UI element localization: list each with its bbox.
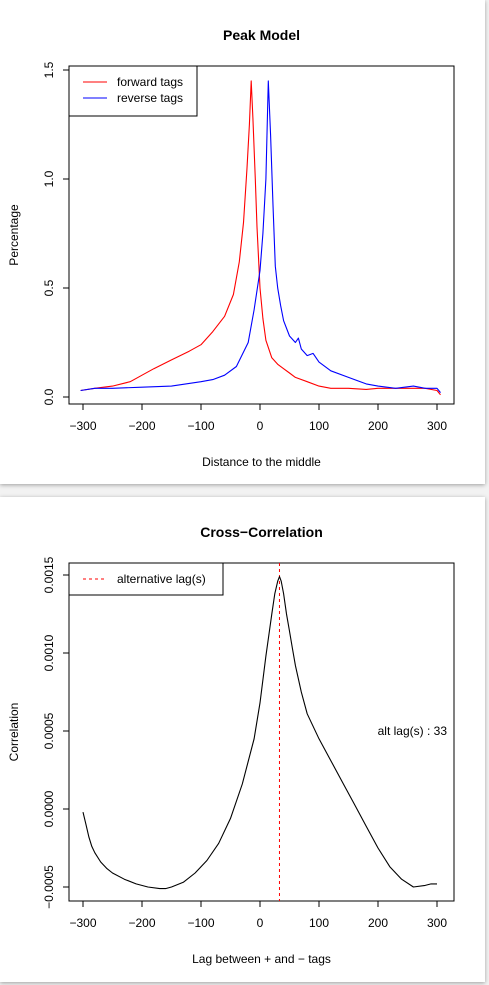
y-axis-label: Percentage [7, 204, 21, 266]
y-tick-label: 0.0000 [42, 790, 56, 827]
legend-box [68, 65, 198, 117]
x-tick-label: −200 [128, 916, 155, 930]
x-tick-label: 300 [427, 916, 447, 930]
y-tick-label: 0.0 [42, 388, 56, 405]
cross-correlation-chart: Cross−Correlation Lag between + and − tag… [7, 524, 455, 966]
x-tick-label: 300 [427, 419, 447, 433]
legend-label-1: reverse tags [117, 91, 183, 105]
y-tick-label: 0.5 [42, 279, 56, 296]
x-tick-label: 0 [257, 419, 264, 433]
peak-model-chart: Peak Model Distance to the middle Percenta… [7, 27, 455, 469]
cross-correlation-panel: Cross−Correlation Lag between + and − tag… [0, 497, 485, 982]
y-tick-label: 1.0 [42, 170, 56, 187]
x-tick-label: −300 [69, 916, 96, 930]
plot-frame [68, 65, 455, 405]
x-tick-label: −200 [128, 419, 155, 433]
x-axis-label: Lag between + and − tags [192, 952, 331, 966]
series-line-0 [80, 80, 441, 396]
x-tick-label: 200 [368, 916, 388, 930]
x-axis-label: Distance to the middle [202, 455, 321, 469]
legend-box [68, 562, 224, 596]
y-tick-label: 0.0010 [42, 634, 56, 671]
series-line-1 [80, 80, 441, 393]
y-axis-label: Correlation [7, 703, 21, 762]
chart-title: Cross−Correlation [200, 524, 323, 540]
legend-label-0: alternative lag(s) [117, 572, 206, 586]
x-tick-label: 100 [309, 916, 329, 930]
x-tick-label: 200 [368, 419, 388, 433]
series-line-0 [82, 576, 437, 890]
y-tick-label: 1.5 [42, 61, 56, 78]
y-tick-label: 0.0005 [42, 712, 56, 749]
y-tick-label: −0.0005 [42, 865, 56, 909]
alt-lag-annotation: alt lag(s) : 33 [378, 724, 448, 738]
y-tick-label: 0.0015 [42, 556, 56, 593]
x-tick-label: 100 [309, 419, 329, 433]
x-tick-label: −300 [69, 419, 96, 433]
x-tick-label: −100 [187, 916, 214, 930]
legend-label-0: forward tags [117, 75, 183, 89]
peak-model-panel: Peak Model Distance to the middle Percenta… [0, 0, 485, 484]
x-tick-label: 0 [257, 916, 264, 930]
chart-title: Peak Model [223, 27, 300, 43]
x-tick-label: −100 [187, 419, 214, 433]
